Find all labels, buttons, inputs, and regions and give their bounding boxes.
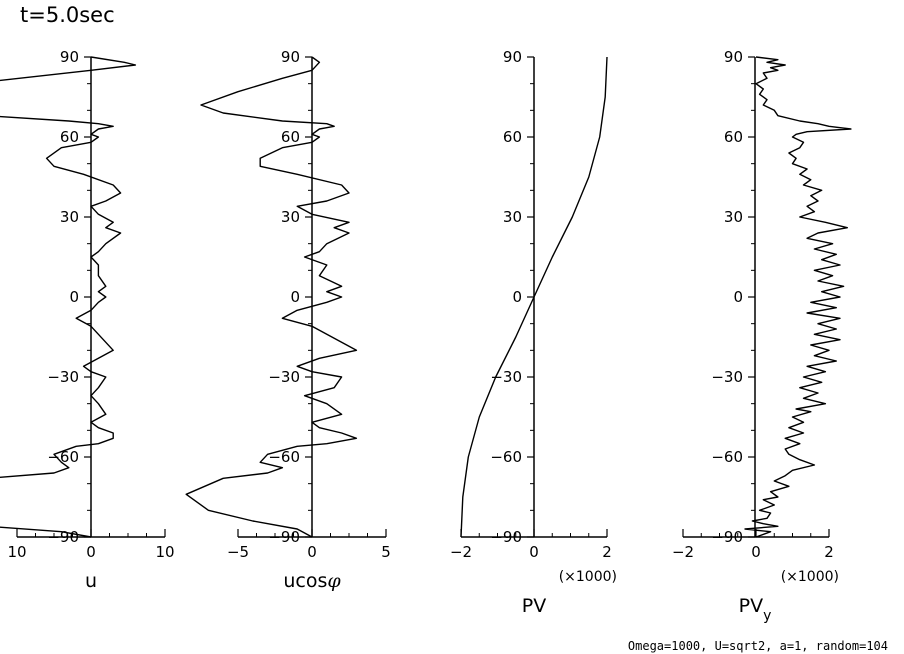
pvy-profile-xtick-label-1: 0 (751, 543, 761, 561)
pvy-profile-ytick-label-0: 90 (724, 48, 743, 66)
pvy-profile-multiplier: (×1000) (781, 569, 839, 585)
ucos-profile-ytick-label-0: 90 (281, 48, 300, 66)
u-profile-ytick-label-4: −30 (47, 368, 79, 386)
u-profile-series-0 (0, 56, 137, 538)
ucos-profile-panel: 90 60 30 0 −30 −60 −90 −5 0 5 ucosφ (185, 48, 391, 592)
pv-profile-ytick-label-1: 60 (503, 128, 522, 146)
pv-profile-xtick-label-1: 0 (529, 543, 539, 561)
pv-profile-ytick-label-5: −60 (490, 448, 522, 466)
figure-title: t=5.0sec (20, 3, 115, 27)
pv-profile-xtick-label-2: 2 (602, 543, 612, 561)
pvy-profile-xlabel-sub: y (763, 608, 771, 624)
u-profile-ytick-label-2: 30 (60, 208, 79, 226)
u-profile-panel: 90 60 30 0 −30 −60 −90 10 0 10 u (0, 48, 175, 592)
u-profile-xlabel: u (85, 570, 97, 592)
ucos-profile-xtick-label-2: 5 (381, 543, 391, 561)
u-profile-ytick-label-0: 90 (60, 48, 79, 66)
ucos-profile-xlabel: ucosφ (283, 570, 341, 592)
panels: 90 60 30 0 −30 −60 −90 10 0 10 u 90 60 30 0 −30 −60 −90 −5… (0, 48, 852, 624)
ucos-profile-ytick-label-1: 60 (281, 128, 300, 146)
pv-profile-ytick-label-6: −90 (490, 528, 522, 546)
ucos-profile-xtick-label-1: 0 (307, 543, 317, 561)
u-profile-xtick-label-2: 10 (155, 543, 174, 561)
pv-profile-xlabel: PV (522, 595, 546, 617)
u-profile-xtick-label-0: 10 (7, 543, 26, 561)
ucos-profile-ytick-label-6: −90 (268, 528, 300, 546)
ucos-profile-xtick-label-0: −5 (227, 543, 249, 561)
pvy-profile-panel: 90 60 30 0 −30 −60 −90 −2 0 2 (×1000) PVy (672, 48, 852, 624)
figure-footer: Omega=1000, U=sqrt2, a=1, random=104 (628, 639, 888, 653)
u-profile-xtick-label-1: 0 (86, 543, 96, 561)
ucos-profile-ytick-label-2: 30 (281, 208, 300, 226)
pvy-profile-ytick-label-5: −60 (711, 448, 743, 466)
pv-profile-multiplier: (×1000) (559, 569, 617, 585)
pvy-profile-ytick-label-3: 0 (733, 288, 743, 306)
pvy-profile-ytick-label-6: −90 (711, 528, 743, 546)
u-profile-xlabel-main: u (85, 570, 97, 592)
ucos-profile-xlabel-symbol: φ (327, 570, 341, 592)
pv-profile-ytick-label-0: 90 (503, 48, 522, 66)
u-profile-ytick-label-3: 0 (69, 288, 79, 306)
pvy-profile-ytick-label-2: 30 (724, 208, 743, 226)
ucos-profile-ytick-label-3: 0 (290, 288, 300, 306)
pv-profile-series-0 (460, 56, 608, 538)
pvy-profile-xtick-label-0: −2 (672, 543, 694, 561)
ucos-profile-xlabel-main: ucos (283, 570, 327, 592)
ucos-profile-ytick-label-4: −30 (268, 368, 300, 386)
pv-profile-ytick-label-2: 30 (503, 208, 522, 226)
pv-profile-xtick-label-0: −2 (450, 543, 472, 561)
u-profile-ytick-label-1: 60 (60, 128, 79, 146)
pvy-profile-ytick-label-4: −30 (711, 368, 743, 386)
pvy-profile-xlabel: PVy (739, 595, 772, 624)
pvy-profile-series-0 (744, 56, 852, 538)
u-profile-ytick-label-6: −90 (47, 528, 79, 546)
pvy-profile-xtick-label-2: 2 (824, 543, 834, 561)
u-profile-ytick-label-5: −60 (47, 448, 79, 466)
pv-profile-xlabel-main: PV (522, 595, 546, 617)
pvy-profile-ytick-label-1: 60 (724, 128, 743, 146)
ucos-profile-ytick-label-5: −60 (268, 448, 300, 466)
pvy-profile-xlabel-main: PV (739, 595, 763, 617)
ucos-profile-series-0 (185, 56, 358, 538)
pv-profile-ytick-label-3: 0 (512, 288, 522, 306)
